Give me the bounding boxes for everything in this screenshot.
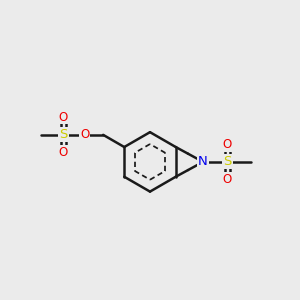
Text: O: O — [59, 110, 68, 124]
Text: O: O — [223, 138, 232, 151]
Text: S: S — [59, 128, 68, 141]
Text: N: N — [198, 155, 208, 168]
Text: O: O — [80, 128, 89, 141]
Text: O: O — [59, 146, 68, 159]
Text: O: O — [223, 173, 232, 186]
Text: S: S — [223, 155, 232, 168]
